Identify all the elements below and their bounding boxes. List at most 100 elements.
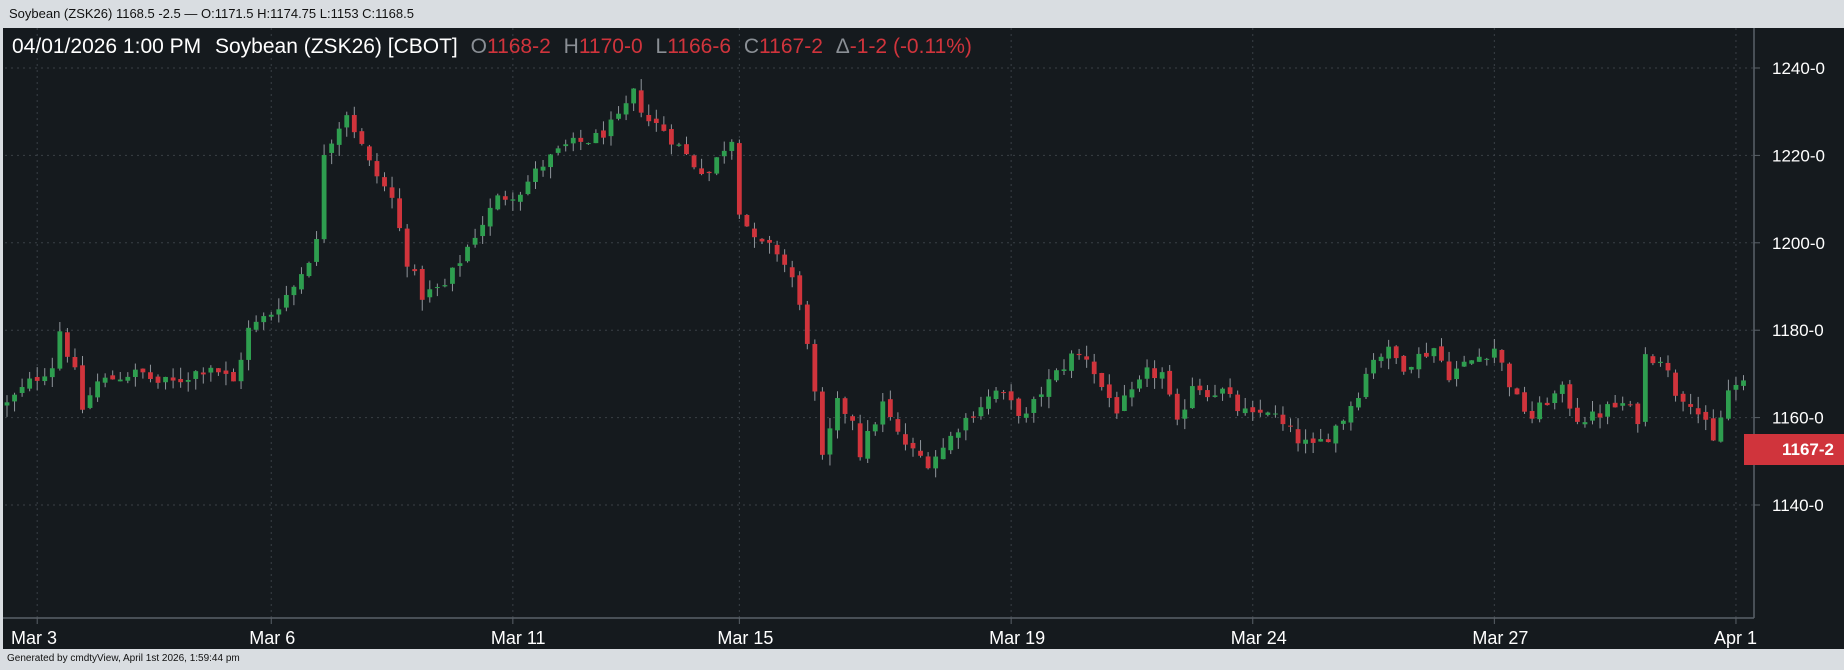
candle-body-down [1673, 372, 1678, 396]
candle [1099, 372, 1105, 391]
candle [1454, 360, 1459, 387]
candle [397, 188, 402, 232]
candle-body-down [661, 124, 667, 131]
candle [1733, 376, 1739, 401]
candle-body-down [1227, 387, 1233, 395]
candle [1295, 418, 1301, 452]
candle-layer [4, 79, 1746, 478]
candle-body-up [1590, 411, 1595, 421]
price-chart[interactable]: 1240-0 1220-0 1200-0 1180-0 1160-0 1140-0 Mar … [3, 28, 1844, 649]
candle [268, 311, 274, 321]
candle [80, 356, 85, 414]
candle [1461, 355, 1467, 367]
candle [918, 440, 923, 458]
candle-body-up [457, 263, 463, 266]
candle-body-down [200, 372, 206, 375]
chart-panel[interactable]: 1240-0 1220-0 1200-0 1180-0 1160-0 1140-0 Mar … [3, 28, 1844, 649]
candle-body-up [299, 274, 304, 290]
candle [1627, 400, 1633, 407]
candle [200, 367, 206, 384]
candle-body-up [1454, 368, 1459, 380]
candle [1054, 368, 1059, 383]
candle-body-down [367, 146, 372, 161]
candle-body-down [1250, 407, 1256, 413]
candle-body-down [857, 423, 863, 458]
candle-body-down [72, 356, 78, 368]
candle-body-up [276, 309, 282, 315]
candle-body-up [434, 287, 440, 289]
candle-body-down [1575, 407, 1580, 422]
candle [49, 357, 55, 388]
candle [1507, 362, 1512, 397]
candle-body-up [1348, 406, 1354, 423]
candle-body-up [1476, 356, 1482, 362]
candle-body-up [193, 371, 199, 379]
candle [1106, 374, 1112, 408]
candle-body-down [684, 144, 689, 155]
candle [1061, 359, 1067, 376]
candle [283, 285, 289, 312]
low-value: 1166-6 [667, 35, 732, 58]
candle [638, 79, 644, 118]
candle [434, 283, 440, 297]
candle [261, 312, 267, 330]
candle [495, 193, 501, 211]
candle [1665, 355, 1671, 378]
candle [367, 144, 372, 166]
candle [933, 450, 939, 478]
candle-body-down [1295, 429, 1301, 444]
candle-body-up [163, 376, 168, 383]
candle [1491, 338, 1497, 364]
candle-body-down [178, 379, 184, 383]
candle [872, 422, 878, 436]
instrument-name: Soybean (ZSK26) [CBOT] [215, 35, 458, 58]
candle [299, 267, 304, 294]
candle-body-up [1137, 379, 1142, 389]
candle-body-up [268, 314, 274, 317]
candle-body-down [699, 168, 704, 175]
candle-body-down [1424, 352, 1429, 357]
candle-body-down [1446, 361, 1452, 381]
candle-body-up [585, 143, 591, 145]
candle-body-down [502, 196, 508, 200]
candle [102, 373, 108, 388]
candle [661, 116, 667, 132]
candle-body-up [4, 402, 10, 406]
candle-body-down [1008, 391, 1014, 401]
close-value: 1167-2 [759, 35, 823, 58]
candle [253, 315, 259, 333]
candle-body-up [465, 246, 470, 262]
candle [1212, 384, 1218, 398]
candle [140, 368, 146, 379]
candle-body-up [631, 88, 637, 104]
candle-body-up [1416, 353, 1422, 370]
candle [971, 411, 976, 423]
candle-body-up [1378, 356, 1384, 362]
candle [910, 437, 916, 457]
high-label: H [563, 35, 579, 58]
candle-body-up [472, 237, 478, 245]
candle-body-up [427, 289, 433, 298]
candle [1726, 379, 1731, 421]
ohlc-header: 04/01/2026 1:00 PM Soybean (ZSK26) [CBOT… [12, 35, 972, 59]
candle [110, 370, 116, 380]
candle [216, 368, 221, 376]
candle [646, 104, 652, 127]
candle-body-up [1559, 384, 1565, 394]
candle-body-up [1220, 388, 1225, 394]
candle [1129, 381, 1135, 407]
candle [57, 322, 63, 371]
candle-body-down [1688, 404, 1694, 407]
candle [246, 320, 251, 371]
candle [842, 396, 848, 424]
candle-body-down [850, 416, 855, 421]
candle-body-up [42, 376, 48, 382]
candle [389, 176, 395, 209]
candle [351, 106, 357, 139]
candle-body-up [306, 263, 312, 277]
candle [1008, 384, 1014, 410]
candle-body-down [1310, 438, 1316, 443]
candle-body-down [669, 129, 674, 145]
candle [193, 370, 199, 390]
candle [1612, 395, 1618, 408]
